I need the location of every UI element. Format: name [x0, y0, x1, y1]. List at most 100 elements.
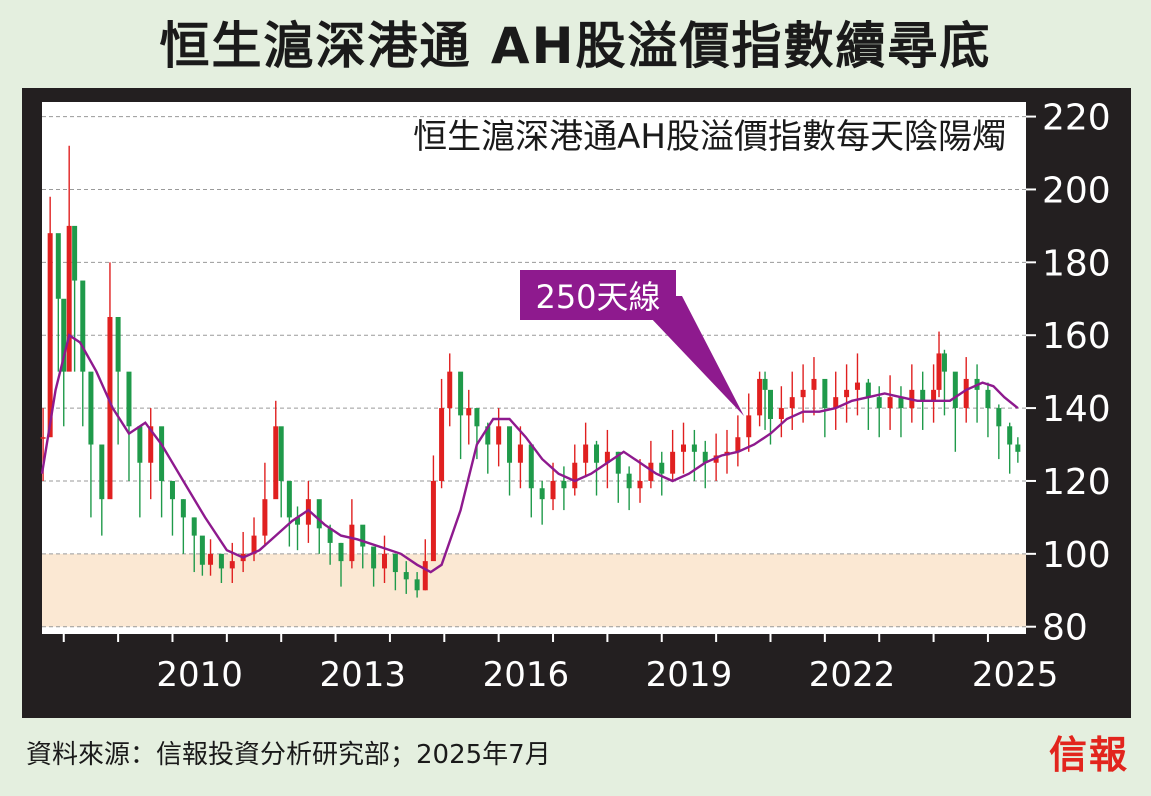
candle-body — [757, 378, 763, 416]
candle-body — [159, 426, 165, 481]
candle-body — [931, 389, 937, 401]
candle-body — [126, 371, 132, 427]
candle-body — [887, 397, 893, 409]
callout-pointer — [630, 296, 744, 416]
candle-body — [381, 553, 387, 569]
candle-body — [811, 378, 817, 390]
candle-body — [55, 233, 61, 299]
x-axis: 2010 2013 2016 2019 2022 2025 — [62, 634, 1059, 695]
candle-body — [746, 415, 752, 438]
candle-body — [583, 444, 589, 463]
candle-body — [371, 546, 377, 569]
candle-body — [316, 499, 322, 529]
y-tick-label: 160 — [1042, 316, 1111, 357]
candle-body — [941, 353, 947, 372]
candle-body — [338, 542, 344, 562]
candle-body — [550, 480, 556, 500]
candle-body — [767, 389, 773, 420]
candle-body — [458, 371, 464, 416]
x-tick-label: 2025 — [972, 655, 1059, 695]
candle-body — [251, 535, 257, 554]
candle-body — [963, 378, 969, 409]
y-tick-label: 100 — [1042, 535, 1111, 576]
page-title: 恒生滬深港通 AH股溢價指數續尋底 — [159, 17, 992, 75]
candle-body — [762, 378, 768, 390]
candle-body — [604, 451, 610, 463]
ma-250-line — [40, 333, 1019, 574]
candle-body — [876, 397, 882, 409]
candle-body — [208, 553, 214, 565]
candle-body — [800, 389, 806, 398]
candle-body — [659, 462, 665, 474]
publisher-logo: 信報 — [1048, 732, 1129, 777]
x-tick-label: 2019 — [646, 655, 733, 695]
y-tick-label: 140 — [1042, 389, 1111, 430]
candle-body — [844, 389, 850, 398]
candle-body — [528, 444, 534, 489]
candle-body — [107, 316, 113, 500]
y-tick-label: 180 — [1042, 243, 1111, 284]
chart: 恒生滬深港通AH股溢價指數每天陰陽燭 250天線 80 100 120 140 160 1… — [40, 98, 1111, 695]
candle-body — [327, 528, 333, 543]
candle-body — [952, 371, 958, 409]
candle-body — [898, 397, 904, 409]
candle-body — [430, 480, 436, 562]
candle-body — [561, 480, 567, 489]
y-tick-label: 200 — [1042, 170, 1111, 211]
candle-body — [539, 488, 545, 500]
candle-body — [670, 451, 676, 474]
candle-body — [40, 437, 46, 439]
source-note: 資料來源：信報投資分析研究部；2025年7月 — [26, 740, 551, 770]
candle-body — [789, 397, 795, 409]
candle-body — [439, 408, 445, 481]
candle-body — [778, 408, 784, 420]
candle-body — [691, 444, 697, 452]
candle-body — [66, 225, 72, 372]
candle-body — [403, 572, 409, 580]
candle-body — [865, 382, 871, 398]
candle-body — [218, 553, 224, 569]
y-axis: 80 100 120 140 160 180 200 220 — [1026, 98, 1111, 649]
x-tick-label: 2022 — [809, 655, 896, 695]
candle-body — [474, 408, 480, 427]
candle-body — [822, 378, 828, 409]
candle-body — [191, 517, 197, 536]
candle-body — [199, 535, 205, 565]
candle-body — [681, 444, 687, 452]
candle-body — [262, 499, 268, 536]
candle-body — [572, 462, 578, 489]
candle-body — [278, 426, 284, 481]
candle-body — [735, 437, 741, 452]
x-tick-label: 2010 — [156, 655, 243, 695]
candle-body — [466, 408, 472, 416]
grid-lines — [42, 116, 1026, 628]
candle-body — [594, 444, 600, 463]
candle-body — [422, 561, 428, 591]
y-tick-label: 80 — [1042, 608, 1088, 649]
candle-body — [273, 426, 279, 500]
candle-body — [517, 444, 523, 463]
y-tick-label: 120 — [1042, 462, 1111, 503]
candle-body — [295, 517, 301, 525]
candle-body — [99, 444, 105, 500]
candle-body — [148, 426, 154, 463]
callout-label: 250天線 — [535, 278, 660, 316]
chart-title: 恒生滬深港通AH股溢價指數每天陰陽燭 — [413, 117, 1006, 157]
candle-body — [936, 353, 942, 390]
candle-body — [414, 579, 420, 591]
candle-body — [833, 397, 839, 409]
candle-body — [88, 371, 94, 445]
x-tick-label: 2013 — [319, 655, 406, 695]
candle-body — [496, 426, 502, 445]
candle-body — [854, 382, 860, 390]
candle-body — [1007, 426, 1013, 445]
candle-body — [115, 316, 121, 372]
candle-body — [72, 225, 78, 281]
candle-body — [1015, 444, 1021, 452]
candle-body — [229, 561, 235, 569]
candle-body — [180, 499, 186, 518]
candle-body — [996, 408, 1002, 427]
y-tick-label: 220 — [1042, 98, 1111, 139]
candle-body — [169, 480, 175, 500]
